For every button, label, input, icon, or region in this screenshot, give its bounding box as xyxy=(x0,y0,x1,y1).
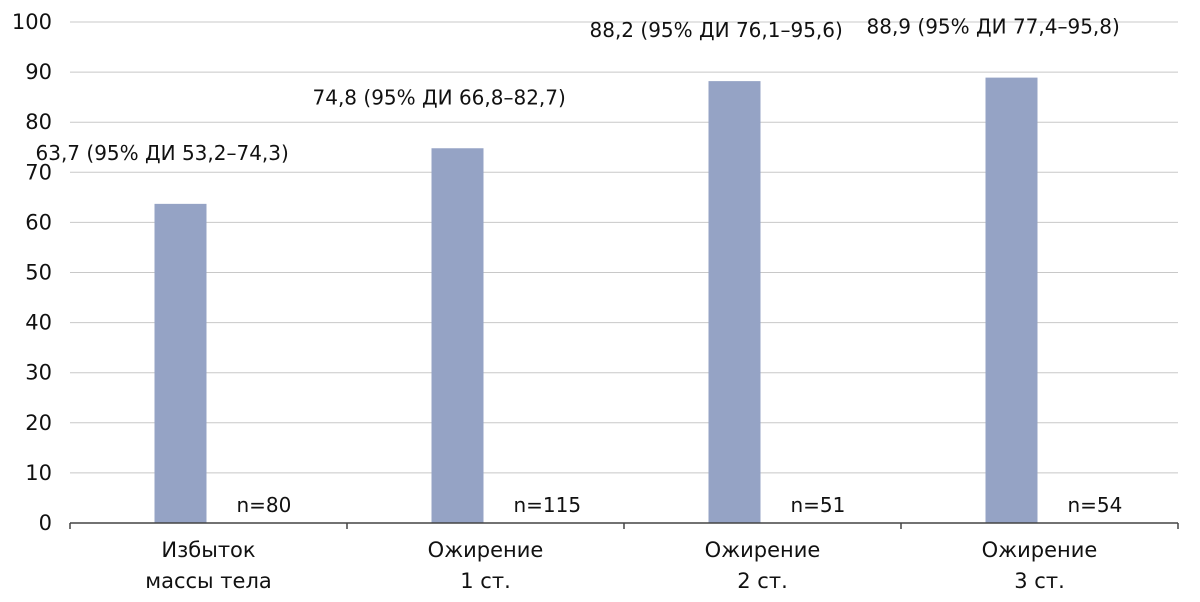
bar xyxy=(154,203,207,523)
category-label: Ожирение xyxy=(705,538,821,562)
y-tick-label: 100 xyxy=(12,10,52,34)
n-label: n=51 xyxy=(791,493,846,517)
category-label: Избыток xyxy=(161,538,255,562)
data-label: 88,9 (95% ДИ 77,4–95,8) xyxy=(867,15,1120,39)
data-label: 63,7 (95% ДИ 53,2–74,3) xyxy=(36,141,289,165)
y-tick-label: 40 xyxy=(25,311,52,335)
bars xyxy=(154,77,1038,524)
y-tick-label: 70 xyxy=(25,160,52,184)
y-tick-label: 0 xyxy=(39,511,52,535)
category-labels: Избыток массы тела Ожирение 1 ст. Ожирение 2 … xyxy=(145,538,1097,593)
bar xyxy=(431,148,484,523)
data-labels: 63,7 (95% ДИ 53,2–74,3) 74,8 (95% ДИ 66,8… xyxy=(36,15,1120,165)
category-label: 3 ст. xyxy=(1014,569,1065,593)
sample-size-labels: n=80 n=115 n=51 n=54 xyxy=(237,493,1123,517)
category-label: массы тела xyxy=(145,569,272,593)
y-axis-tick-labels: 0 10 20 30 40 50 60 70 80 90 100 xyxy=(12,10,52,535)
category-label: Ожирение xyxy=(428,538,544,562)
gridlines xyxy=(70,21,1178,474)
y-tick-label: 60 xyxy=(25,210,52,234)
y-tick-label: 50 xyxy=(25,261,52,285)
y-tick-label: 20 xyxy=(25,411,52,435)
data-label: 74,8 (95% ДИ 66,8–82,7) xyxy=(313,85,566,109)
bar xyxy=(985,77,1038,524)
category-label: 1 ст. xyxy=(460,569,511,593)
bar xyxy=(708,81,761,524)
y-tick-label: 30 xyxy=(25,361,52,385)
n-label: n=54 xyxy=(1068,493,1123,517)
y-tick-label: 80 xyxy=(25,110,52,134)
category-label: 2 ст. xyxy=(737,569,788,593)
category-label: Ожирение xyxy=(982,538,1098,562)
y-tick-label: 90 xyxy=(25,60,52,84)
data-label: 88,2 (95% ДИ 76,1–95,6) xyxy=(590,18,843,42)
n-label: n=80 xyxy=(237,493,292,517)
n-label: n=115 xyxy=(514,493,582,517)
y-tick-label: 10 xyxy=(25,461,52,485)
x-axis-tick-marks xyxy=(69,523,1179,529)
